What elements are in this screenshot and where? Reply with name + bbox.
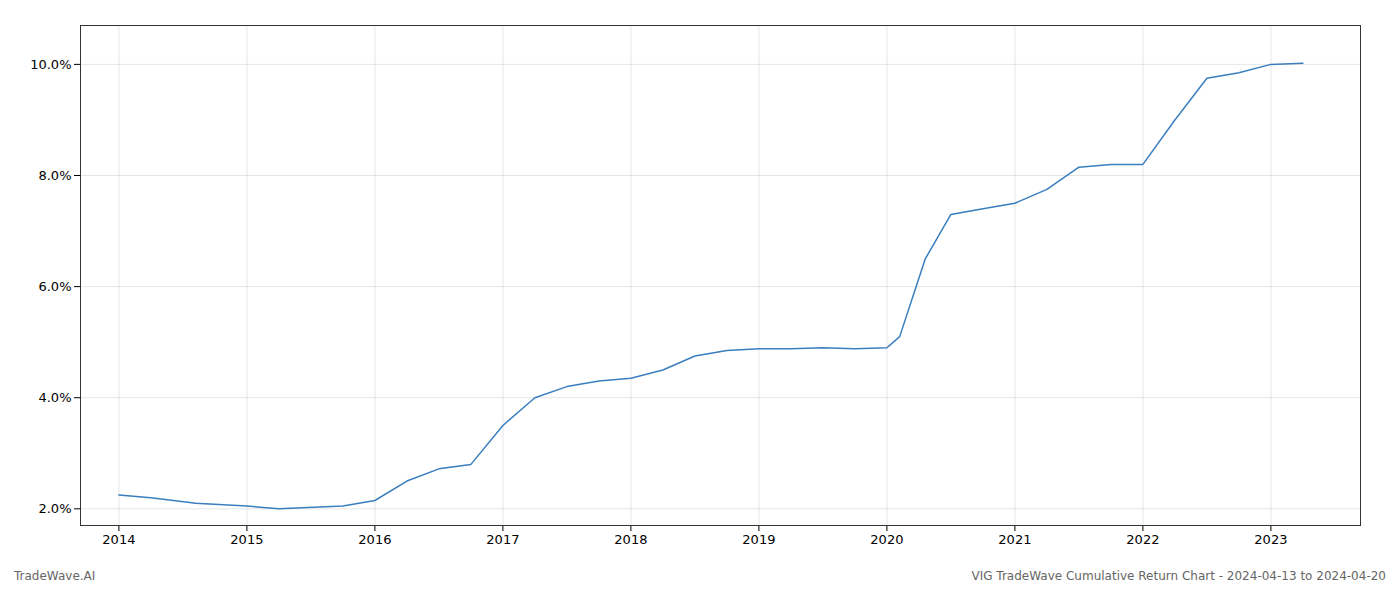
svg-text:6.0%: 6.0% xyxy=(38,279,71,294)
svg-text:10.0%: 10.0% xyxy=(30,57,71,72)
svg-text:2014: 2014 xyxy=(102,532,135,547)
svg-text:4.0%: 4.0% xyxy=(38,390,71,405)
svg-text:2016: 2016 xyxy=(358,532,391,547)
svg-text:2023: 2023 xyxy=(1254,532,1287,547)
html-text:VIG TradeWave Cumulative Retur: VIG TradeWave Cumulative Return Chart - … xyxy=(971,569,1386,583)
svg-text:2017: 2017 xyxy=(486,532,519,547)
svg-text:2020: 2020 xyxy=(870,532,903,547)
svg-text:2022: 2022 xyxy=(1126,532,1159,547)
svg-text:8.0%: 8.0% xyxy=(38,168,71,183)
svg-text:2021: 2021 xyxy=(998,532,1031,547)
svg-text:2.0%: 2.0% xyxy=(38,501,71,516)
html-text:TradeWave.AI: TradeWave.AI xyxy=(14,569,96,583)
svg-text:2019: 2019 xyxy=(742,532,775,547)
svg-text:2015: 2015 xyxy=(230,532,263,547)
svg-text:2018: 2018 xyxy=(614,532,647,547)
